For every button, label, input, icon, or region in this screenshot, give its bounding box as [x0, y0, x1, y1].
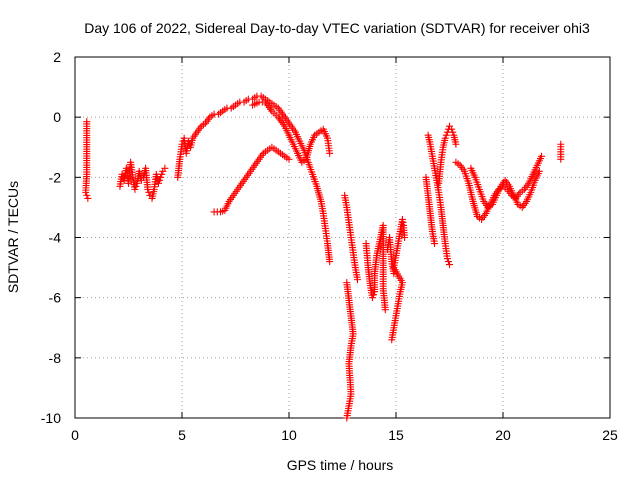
data-point	[452, 140, 460, 148]
x-tick-label: 15	[388, 427, 404, 443]
y-axis-label: SDTVAR / TECUs	[5, 181, 21, 293]
data-point	[370, 291, 378, 299]
x-tick-label: 5	[178, 427, 186, 443]
data-point	[448, 125, 456, 133]
y-tick-label: 2	[53, 49, 61, 65]
data-point	[131, 185, 139, 193]
x-tick-label: 10	[281, 427, 297, 443]
data-point	[118, 170, 126, 178]
x-tick-label: 20	[495, 427, 511, 443]
data-point	[156, 176, 164, 184]
data-point	[449, 128, 457, 136]
data-point	[145, 188, 153, 196]
y-tick-label: 0	[53, 109, 61, 125]
data-point	[401, 234, 409, 241]
data-point	[132, 182, 140, 190]
y-tick-label: -8	[49, 350, 62, 366]
data-point	[82, 188, 90, 196]
data-point	[154, 179, 162, 187]
data-point	[326, 149, 334, 157]
data-point	[557, 155, 565, 163]
data-point	[442, 131, 450, 139]
data-point	[157, 173, 165, 181]
data-point	[431, 240, 439, 248]
data-point	[538, 152, 546, 160]
data-point	[326, 258, 334, 266]
grid	[75, 57, 610, 418]
x-axis-label: GPS time / hours	[287, 457, 394, 473]
data-point	[443, 255, 451, 263]
data-point	[441, 134, 449, 142]
y-tick-label: -10	[41, 410, 61, 426]
data-marks	[82, 92, 565, 422]
data-point	[184, 137, 192, 145]
x-tick-label: 0	[71, 427, 79, 443]
data-point	[368, 294, 376, 302]
x-tick-label: 25	[602, 427, 618, 443]
y-tick-label: -6	[49, 290, 62, 306]
data-point	[535, 167, 543, 175]
data-point	[84, 194, 92, 202]
y-tick-label: -2	[49, 169, 62, 185]
chart-title: Day 106 of 2022, Sidereal Day-to-day VTE…	[84, 20, 590, 36]
data-point	[381, 306, 389, 314]
data-point	[444, 258, 452, 266]
data-point	[285, 155, 293, 163]
data-point	[353, 276, 361, 284]
data-point	[161, 164, 169, 172]
data-point	[83, 191, 91, 199]
data-point	[144, 185, 152, 193]
data-point	[158, 170, 166, 178]
data-point	[343, 279, 351, 287]
y-tick-label: -4	[49, 230, 62, 246]
data-point	[446, 261, 453, 269]
